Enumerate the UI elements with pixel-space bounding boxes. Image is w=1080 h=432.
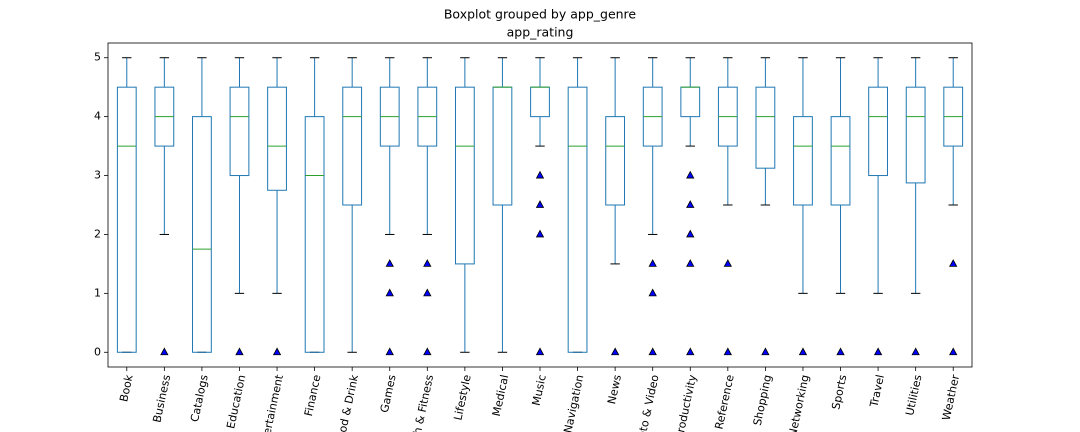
box [492,86,513,206]
flier [535,170,545,179]
x-tick-label: Sports [829,373,849,410]
flier [949,259,958,267]
box [454,86,475,265]
flier [723,259,732,267]
flier [423,347,432,356]
box [530,86,550,118]
x-tick-label: News [605,373,624,405]
flier [686,259,695,267]
flier [949,347,958,356]
flier [873,347,883,356]
x-tick-label: Navigation [561,374,586,432]
x-tick-label: Social Networking [779,374,812,432]
y-tick-label: 1 [94,286,101,299]
flier [686,347,695,356]
x-tick-label: Photo & Video [633,373,662,432]
x-tick-label: Travel [867,374,887,410]
chart-title: Boxplot grouped by app_genre [444,7,637,22]
box [116,86,137,353]
x-tick-label: Weather [940,373,962,421]
x-tick-label: Finance [302,373,324,417]
flier [648,259,657,267]
flier [385,347,394,356]
x-tick-label: Medical [490,374,511,418]
flier [761,347,770,356]
flier [272,347,282,356]
x-tick-label: Utilities [903,373,924,416]
flier [385,259,394,267]
box [680,86,701,118]
flier [648,347,657,356]
x-tick-label: Catalogs [188,373,211,423]
flier [535,347,545,356]
x-tick-label: Games [378,373,399,414]
flier [686,229,695,238]
flier [423,288,432,297]
y-tick-label: 5 [94,51,101,64]
x-tick-label: Health & Fitness [405,373,436,432]
flier [836,347,845,356]
box [229,86,250,177]
box [830,116,851,206]
box [755,86,776,169]
flier [160,347,169,356]
box [267,86,287,191]
y-tick-label: 4 [94,110,101,123]
flier [535,200,545,208]
x-tick-label: Food & Drink [333,373,361,432]
y-tick-label: 0 [94,345,101,358]
y-tick-label: 3 [94,169,101,182]
y-tick-label: 2 [94,227,101,240]
x-tick-label: Shopping [751,374,774,427]
flier [535,229,545,238]
flier [798,347,808,356]
flier [423,259,432,267]
x-tick-label: Book [117,373,136,403]
x-tick-label: Business [150,373,173,423]
flier [686,170,695,179]
box [192,116,212,353]
box [605,116,626,206]
flier [385,288,394,297]
box [342,86,363,206]
box [567,86,588,353]
x-tick-label: Lifestyle [451,373,473,421]
flier [648,288,657,297]
box [304,116,325,353]
flier [723,347,732,356]
flier [610,347,620,356]
box [905,86,926,184]
x-tick-label: Education [224,374,248,430]
x-tick-label: Reference [712,373,736,430]
flier [911,347,920,356]
box [793,116,813,206]
x-tick-label: Productivity [673,373,699,432]
box [868,86,888,177]
x-tick-label: Music [530,374,549,407]
chart-subtitle: app_rating [507,25,574,40]
x-tick-label: Entertainment [257,373,286,432]
flier [686,200,695,208]
flier [235,347,244,356]
